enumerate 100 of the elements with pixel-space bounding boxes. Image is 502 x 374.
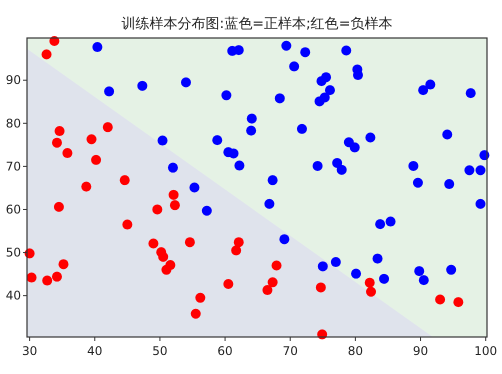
point — [189, 182, 200, 192]
point — [425, 80, 436, 90]
point — [246, 126, 256, 136]
point — [202, 206, 212, 216]
point — [268, 277, 278, 288]
y-tick-label: 40 — [6, 288, 21, 303]
point — [442, 130, 452, 140]
x-tick-label: 70 — [282, 344, 298, 358]
point — [341, 45, 352, 56]
point — [316, 282, 326, 292]
point — [180, 77, 191, 88]
point — [158, 136, 168, 146]
point — [246, 114, 257, 124]
point — [296, 124, 307, 134]
y-tick-label: 70 — [6, 159, 21, 174]
point — [418, 85, 428, 96]
point — [104, 86, 114, 96]
point — [148, 238, 158, 249]
point — [170, 200, 180, 210]
x-tick-label: 90 — [412, 344, 428, 358]
point — [122, 220, 132, 230]
point — [168, 190, 179, 200]
point — [234, 45, 244, 56]
y-tick-label: 60 — [6, 202, 21, 216]
point — [137, 80, 148, 91]
point — [464, 165, 474, 176]
point — [195, 292, 206, 303]
point — [414, 266, 424, 276]
point — [314, 96, 325, 106]
x-tick-label: 60 — [217, 344, 233, 358]
chart-title: 训练样本分布图:蓝色=正样本;红色=负样本 — [122, 16, 392, 32]
x-tick-label: 30 — [22, 344, 38, 358]
point — [281, 40, 292, 51]
point — [466, 88, 476, 98]
point — [352, 70, 363, 80]
point — [228, 148, 239, 158]
point — [408, 160, 418, 171]
point — [279, 234, 290, 244]
x-tick-label: 50 — [152, 344, 168, 358]
point — [372, 254, 383, 264]
point — [336, 164, 347, 175]
point — [158, 252, 168, 262]
point — [364, 278, 375, 288]
point — [475, 198, 486, 209]
point — [262, 285, 272, 296]
point — [42, 276, 52, 286]
point — [264, 198, 274, 209]
point — [321, 72, 332, 82]
point — [351, 268, 362, 279]
point — [289, 61, 300, 72]
point — [91, 154, 102, 165]
point — [234, 237, 244, 248]
x-tick-label: 80 — [348, 344, 364, 358]
point — [446, 264, 456, 275]
y-tick-label: 90 — [6, 73, 21, 88]
point — [412, 178, 423, 188]
point — [350, 142, 360, 152]
point — [365, 132, 376, 143]
point — [42, 49, 52, 60]
point — [312, 160, 323, 171]
point — [62, 148, 72, 158]
point — [435, 294, 446, 305]
point — [165, 260, 176, 270]
point — [379, 274, 390, 284]
point — [375, 219, 386, 230]
point — [221, 90, 232, 100]
point — [318, 261, 328, 272]
point — [212, 135, 222, 146]
point — [330, 257, 341, 268]
point — [332, 158, 342, 168]
point — [184, 237, 195, 248]
point — [231, 245, 242, 256]
point — [268, 175, 278, 186]
point — [81, 182, 92, 192]
point — [54, 202, 64, 212]
point — [274, 93, 285, 104]
point — [234, 160, 244, 171]
point — [300, 47, 310, 58]
x-tick-label: 40 — [87, 344, 102, 358]
point — [418, 275, 429, 286]
point — [152, 204, 162, 214]
point — [190, 308, 201, 319]
point — [386, 216, 396, 227]
point — [444, 179, 454, 190]
point — [52, 138, 62, 148]
point — [475, 165, 486, 176]
y-tick-label: 80 — [6, 116, 21, 130]
point — [92, 42, 102, 52]
y-tick-label: 50 — [6, 246, 21, 260]
point — [102, 122, 113, 132]
point — [223, 279, 234, 290]
point — [26, 272, 37, 283]
x-tick-label: 100 — [474, 344, 498, 358]
point — [168, 162, 178, 173]
point — [453, 297, 464, 308]
point — [52, 272, 62, 282]
point — [54, 126, 65, 136]
point — [366, 286, 376, 297]
point — [272, 260, 282, 270]
point — [120, 175, 130, 186]
